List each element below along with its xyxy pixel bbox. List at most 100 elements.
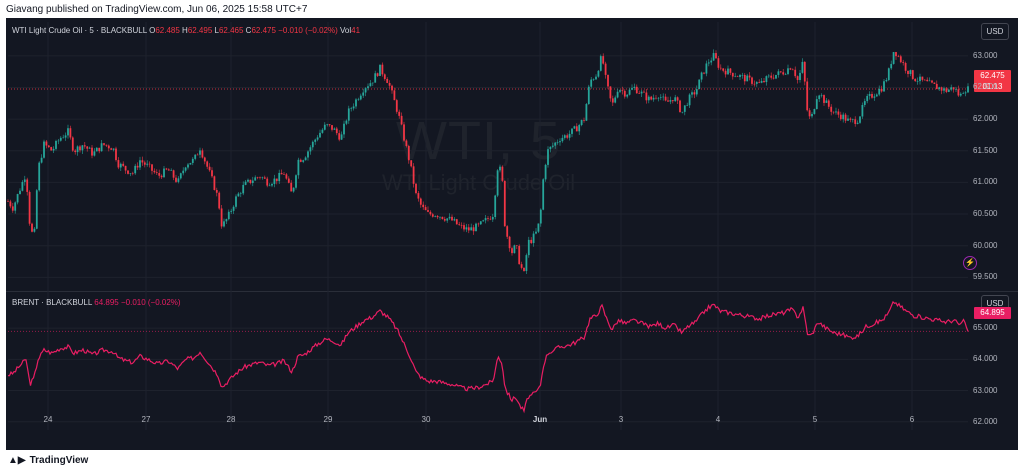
candle-body (844, 114, 847, 121)
candle-body (23, 179, 26, 182)
candle-body (427, 210, 429, 212)
x-tick-label: 4 (715, 415, 721, 424)
candle-body (626, 94, 629, 97)
candle-body (239, 193, 242, 194)
candle-body (772, 77, 775, 79)
candle-body (213, 176, 216, 190)
candle-body (119, 163, 122, 168)
candle-body (393, 90, 396, 101)
x-tick-label: 30 (421, 415, 431, 424)
footer-bar (0, 450, 1024, 472)
candle-body (736, 76, 739, 78)
candle-body (184, 167, 187, 171)
candle-body (880, 88, 883, 92)
candle-body (676, 97, 679, 101)
candle-body (815, 99, 818, 110)
candle-body (796, 76, 799, 80)
candle-body (878, 88, 881, 95)
candle-body (175, 177, 177, 182)
wti-legend[interactable]: WTI Light Crude Oil · 5 · BLACKBULL O62.… (12, 26, 361, 35)
wti-last-price: 62.475 (980, 71, 1005, 80)
candle-body (743, 74, 746, 82)
candle-body (403, 124, 405, 141)
candle-body (506, 226, 509, 237)
wti-currency-button[interactable]: USD (981, 23, 1009, 40)
candle-body (86, 146, 89, 149)
candle-body (688, 94, 691, 106)
candle-body (484, 218, 487, 221)
candle-body (647, 96, 650, 101)
candle-body (335, 128, 338, 134)
candle-body (950, 87, 953, 90)
candle-body (340, 134, 343, 140)
candle-body (35, 190, 38, 229)
candle-body (475, 223, 477, 232)
candle-body (28, 191, 31, 224)
candle-body (191, 158, 194, 163)
lightning-icon[interactable]: ⚡ (963, 256, 977, 270)
candle-body (573, 126, 576, 129)
candle-body (139, 160, 141, 168)
candle-body (585, 104, 588, 121)
candle-body (633, 86, 636, 88)
bar-countdown: 01:13 (982, 82, 1003, 91)
candle-body (811, 113, 813, 117)
candle-body (292, 187, 295, 192)
chart-frame[interactable]: WTI, 5 WTI Light Crude Oil (6, 18, 1018, 450)
candle-body (201, 150, 204, 158)
candle-body (431, 214, 434, 217)
candle-body (64, 135, 67, 138)
candle-body (448, 216, 451, 219)
candle-body (770, 75, 773, 78)
candle-body (955, 89, 957, 90)
candle-body (851, 119, 854, 120)
candle-body (746, 75, 749, 82)
candle-body (441, 216, 444, 220)
candle-body (511, 248, 513, 254)
candle-body (784, 74, 787, 75)
candle-body (551, 145, 554, 147)
candle-body (890, 63, 893, 69)
candle-body (549, 146, 552, 150)
candle-body (127, 170, 129, 174)
candle-body (803, 61, 806, 82)
candle-body (355, 99, 357, 107)
candle-body (935, 83, 938, 90)
x-tick-label: 28 (226, 415, 236, 424)
candle-body (309, 147, 312, 152)
pane-separator[interactable] (6, 291, 1018, 292)
y-tick-label: 60.500 (973, 209, 998, 219)
y-tick-label: 61.000 (973, 177, 998, 187)
candle-body (311, 141, 314, 148)
candle-body (14, 202, 17, 211)
candle-body (952, 87, 955, 90)
candle-body (731, 72, 734, 77)
candle-body (842, 114, 845, 120)
candle-body (931, 80, 933, 83)
candle-body (388, 82, 391, 86)
candle-body (655, 97, 657, 99)
candle-body (782, 72, 785, 75)
candle-body (398, 111, 401, 116)
candle-body (299, 159, 302, 162)
y-tick-label: 62.500 (973, 82, 998, 92)
candle-body (230, 210, 233, 212)
candle-body (763, 80, 765, 83)
candle-body (638, 93, 641, 94)
brent-legend[interactable]: BRENT · BLACKBULL 64.895 −0.010 (−0.02%) (12, 298, 181, 307)
candle-body (319, 132, 321, 138)
candle-body (885, 80, 888, 82)
candle-body (333, 128, 336, 130)
wti-last-price-tag: 62.475 01:13 (974, 70, 1011, 92)
candle-body (218, 192, 221, 209)
candle-body (933, 82, 936, 84)
candle-body (242, 184, 245, 194)
candle-body (611, 98, 614, 103)
candle-body (232, 206, 235, 211)
candle-body (621, 90, 624, 91)
candle-body (67, 128, 69, 136)
candle-body (268, 185, 271, 187)
candle-body (400, 115, 403, 125)
candle-body (715, 53, 717, 59)
